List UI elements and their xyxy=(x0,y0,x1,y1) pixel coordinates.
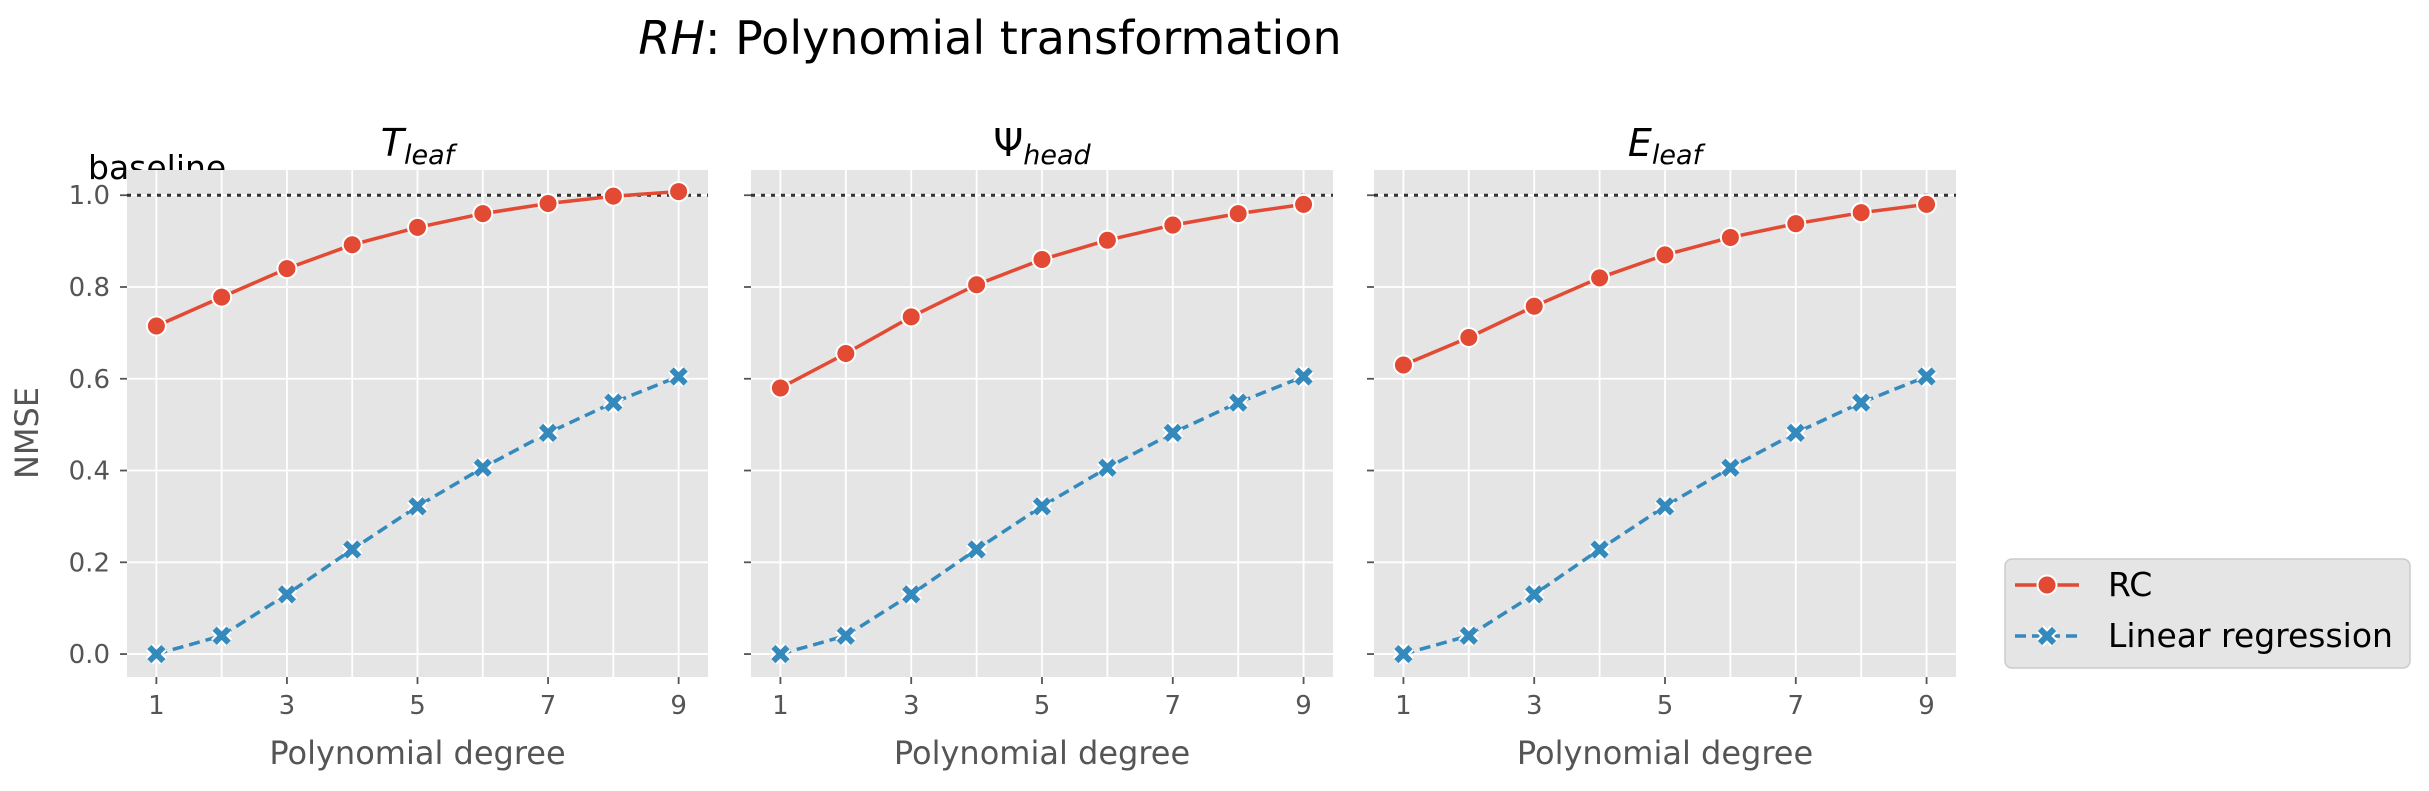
x-tick-label: 7 xyxy=(540,691,557,721)
series-lr-point xyxy=(902,585,921,604)
series-lr-point xyxy=(538,423,558,443)
series-lr-point xyxy=(212,626,231,645)
series-rc-point xyxy=(211,286,233,308)
series-rc-point xyxy=(537,192,559,214)
x-tick-label: 9 xyxy=(1918,691,1935,721)
y-tick-label: 0.4 xyxy=(69,457,110,487)
series-lr-point xyxy=(1525,585,1544,604)
chart-title-rest: : Polynomial transformation xyxy=(705,11,1342,65)
series-lr-point xyxy=(1590,540,1609,559)
panel-1: 1 3 5 7 9 0.0 0.2 0.4 0.6 0.8 1.0 Tleaf Polynomial d… xyxy=(69,121,708,772)
legend-lr-label: Linear regression xyxy=(2108,616,2393,655)
series-lr-point xyxy=(147,644,166,664)
series-lr-point xyxy=(1098,458,1117,477)
y-tick-label: 0.0 xyxy=(69,640,110,670)
series-rc-point xyxy=(1392,354,1414,376)
chart-title: RH: Polynomial transformation xyxy=(638,11,1341,65)
y-axis-label: NMSE xyxy=(8,387,46,479)
series-lr-line xyxy=(779,374,1305,656)
y-tick-label: 0.6 xyxy=(69,365,110,395)
series-lr-point xyxy=(277,585,297,604)
x-tick-label: 5 xyxy=(1034,691,1051,721)
series-rc-point xyxy=(1458,326,1480,348)
x-tick-label: 7 xyxy=(1788,691,1805,721)
series-rc-point xyxy=(341,234,363,256)
series-rc-point xyxy=(1850,202,1872,224)
series-lr-point xyxy=(771,644,790,664)
y-tick-label: 0.8 xyxy=(69,273,110,303)
series-rc-point xyxy=(1654,244,1676,266)
chart-title-italic: RH xyxy=(638,11,705,65)
series-lr-point xyxy=(1655,497,1675,516)
series-rc-point xyxy=(966,274,988,296)
x-axis-label: Polynomial degree xyxy=(1517,734,1813,772)
x-tick-label: 5 xyxy=(409,691,426,721)
series-lr-point xyxy=(473,458,492,477)
series-lr-point xyxy=(1786,423,1805,443)
series-rc-point xyxy=(1916,193,1938,215)
x-tick-label: 3 xyxy=(1526,691,1543,721)
y-tick-label: 1.0 xyxy=(69,181,110,211)
legend-lr-marker xyxy=(2037,626,2057,646)
panel-title: Ψhead xyxy=(993,121,1091,171)
series-rc-point xyxy=(602,185,624,207)
legend-rc-marker xyxy=(2036,574,2058,596)
x-tick-label: 3 xyxy=(903,691,920,721)
series-rc-point xyxy=(1293,193,1315,215)
series-lr-point xyxy=(836,626,855,645)
series-lr-point xyxy=(1394,644,1413,664)
series-rc-point xyxy=(1031,248,1053,270)
x-axis-label: Polynomial degree xyxy=(269,734,565,772)
series-lr-line xyxy=(155,374,680,656)
panel-title: Eleaf xyxy=(1628,121,1706,171)
panels: 1 3 5 7 9 0.0 0.2 0.4 0.6 0.8 1.0 Tleaf Polynomial d… xyxy=(69,121,1956,772)
x-tick-label: 9 xyxy=(670,691,687,721)
y-tick-label: 0.2 xyxy=(69,548,110,578)
x-tick-label: 1 xyxy=(1395,691,1412,721)
series-lr-point xyxy=(1459,626,1478,645)
series-lr-point xyxy=(343,540,362,559)
series-rc-point xyxy=(472,203,494,225)
panel-title: Tleaf xyxy=(381,121,458,171)
x-tick-label: 5 xyxy=(1657,691,1674,721)
series-rc-point xyxy=(769,377,791,399)
x-tick-label: 9 xyxy=(1295,691,1312,721)
series-lr-point xyxy=(669,367,688,386)
series-rc-point xyxy=(1589,267,1611,289)
series-lr-point xyxy=(967,540,986,559)
series-lr-point xyxy=(604,393,623,412)
x-tick-label: 3 xyxy=(279,691,296,721)
series-rc-point xyxy=(668,181,690,203)
series-rc-point xyxy=(1227,203,1249,225)
series-rc-point xyxy=(1162,214,1184,236)
x-axis-label: Polynomial degree xyxy=(894,734,1190,772)
panel-3: 1 3 5 7 9 Eleaf Polynomial degree xyxy=(1367,121,1956,772)
series-rc-point xyxy=(1096,229,1118,251)
x-tick-label: 1 xyxy=(772,691,789,721)
x-tick-label: 1 xyxy=(148,691,165,721)
x-tick-label: 7 xyxy=(1165,691,1182,721)
series-lr-point xyxy=(1917,367,1936,386)
legend: RC Linear regression xyxy=(2004,558,2411,669)
series-rc-point xyxy=(407,216,428,238)
series-rc-point xyxy=(1785,213,1807,235)
series-rc-point xyxy=(145,315,167,337)
legend-box xyxy=(2004,558,2411,669)
series-lr-point xyxy=(1163,423,1182,443)
series-lr-point xyxy=(1229,393,1248,412)
series-lr-point xyxy=(1852,393,1871,412)
series-lr-point xyxy=(1721,458,1740,477)
series-lr-point xyxy=(408,497,427,516)
series-rc-point xyxy=(1523,295,1545,317)
series-rc-point xyxy=(276,258,298,280)
series-rc-point xyxy=(900,306,922,328)
series-rc-point xyxy=(835,343,857,365)
series-lr-line xyxy=(1402,374,1928,656)
series-rc-point xyxy=(1719,226,1741,248)
panel-2: 1 3 5 7 9 Ψhead Polynomial degree xyxy=(744,121,1333,772)
series-lr-point xyxy=(1032,497,1052,516)
series-lr-point xyxy=(1294,367,1313,386)
legend-rc-label: RC xyxy=(2108,565,2152,604)
